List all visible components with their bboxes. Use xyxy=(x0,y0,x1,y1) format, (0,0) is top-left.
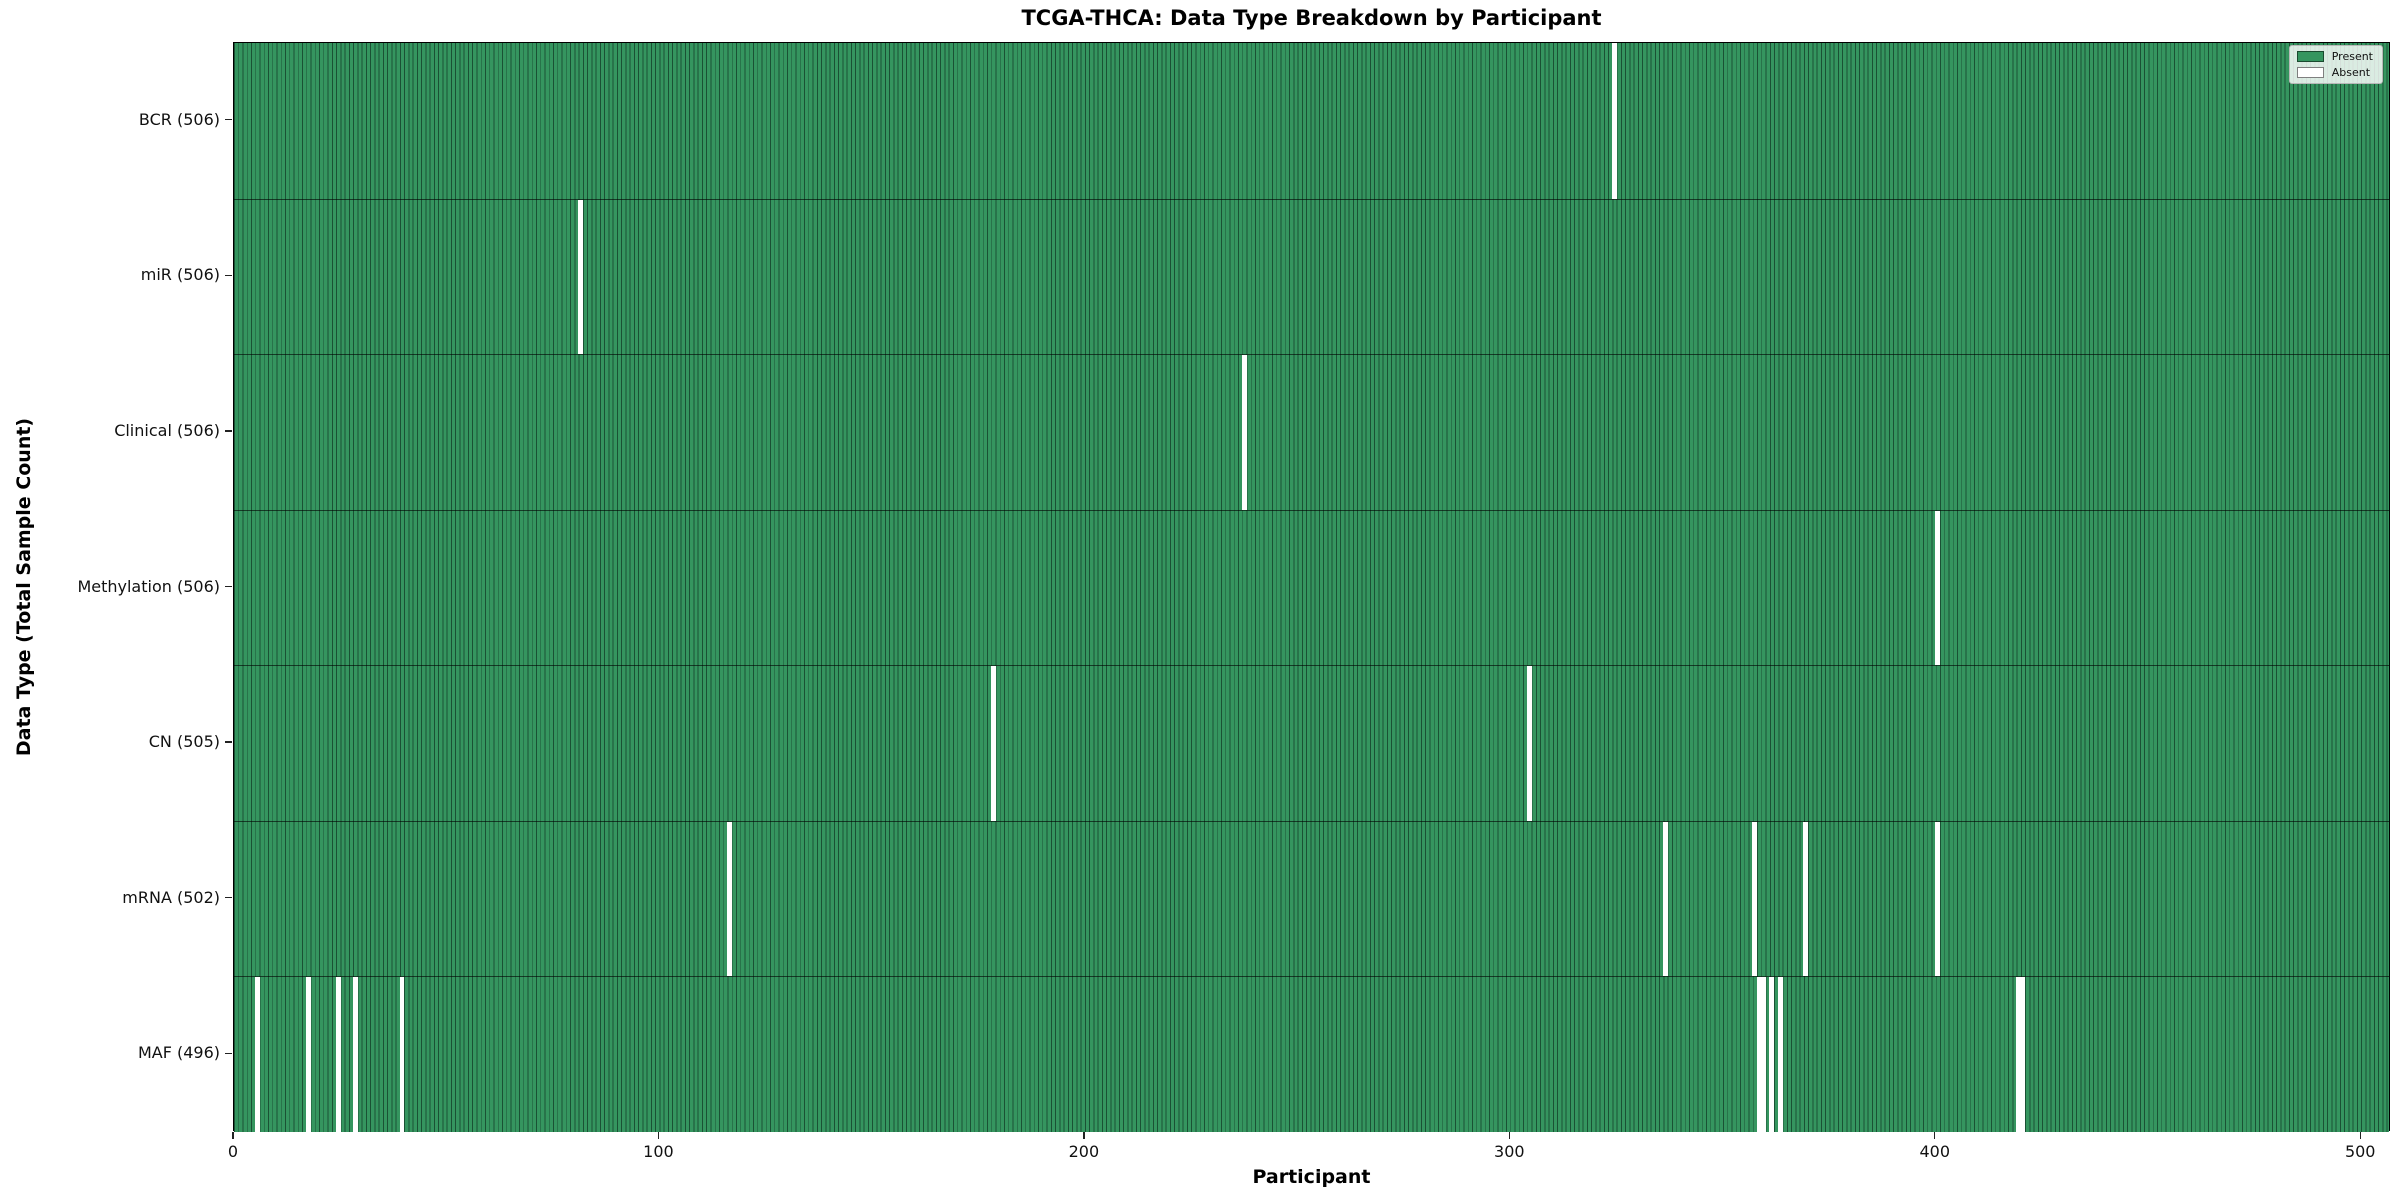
absent-mark-methylation-400 xyxy=(1935,510,1941,666)
y-tick-mark xyxy=(225,430,232,432)
absent-mark-maf-17 xyxy=(305,977,311,1132)
absent-mark-maf-39 xyxy=(399,977,405,1132)
absent-mark-mrna-400 xyxy=(1935,821,1941,977)
y-tick-label-clinical: Clinical (506) xyxy=(114,420,220,440)
y-tick-mark xyxy=(225,585,232,588)
row-mir xyxy=(234,198,2389,355)
x-tick-mark xyxy=(1934,1132,1936,1139)
absent-mark-maf-419 xyxy=(2016,977,2022,1132)
absent-mark-maf-359 xyxy=(1760,977,1766,1132)
absent-mark-mir-81 xyxy=(578,199,584,355)
absent-mark-maf-5 xyxy=(254,977,260,1132)
chart-title: TCGA-THCA: Data Type Breakdown by Partic… xyxy=(1021,6,1602,30)
legend-entry-present: Present xyxy=(2296,50,2373,63)
y-tick-label-mir: miR (506) xyxy=(140,265,220,285)
y-tick-mark xyxy=(225,741,232,743)
row-bcr xyxy=(234,43,2389,199)
absent-mark-clinical-237 xyxy=(1241,355,1247,510)
absent-mark-maf-358 xyxy=(1756,977,1762,1132)
y-axis-label: Data Type (Total Sample Count) xyxy=(13,417,35,757)
x-tick-mark xyxy=(657,1132,660,1139)
y-tick-label-maf: MAF (496) xyxy=(137,1043,220,1063)
x-tick-label-400: 400 xyxy=(1919,1142,1951,1161)
row-mrna xyxy=(234,820,2389,977)
x-tick-label-200: 200 xyxy=(1068,1142,1100,1161)
x-tick-label-0: 0 xyxy=(227,1142,239,1161)
legend-present-swatch xyxy=(2296,51,2324,62)
x-tick-label-300: 300 xyxy=(1494,1142,1525,1161)
x-axis-label: Participant xyxy=(1252,1166,1371,1188)
plot-area: Present Absent xyxy=(233,42,2390,1132)
row-methylation xyxy=(234,509,2389,666)
row-cn xyxy=(234,665,2389,821)
row-maf xyxy=(234,976,2389,1132)
y-tick-mark xyxy=(225,274,232,277)
x-tick-mark xyxy=(232,1132,234,1139)
x-tick-mark xyxy=(1083,1132,1085,1139)
y-tick-mark xyxy=(225,119,232,121)
absent-mark-mrna-336 xyxy=(1663,821,1668,977)
y-tick-label-mrna: mRNA (502) xyxy=(122,887,220,907)
x-tick-label-500: 500 xyxy=(2344,1142,2376,1161)
y-tick-mark xyxy=(225,1052,232,1054)
absent-mark-bcr-324 xyxy=(1612,43,1617,199)
absent-mark-maf-24 xyxy=(335,977,341,1132)
x-tick-label-100: 100 xyxy=(643,1142,674,1161)
legend-absent-swatch xyxy=(2296,67,2324,78)
absent-mark-cn-178 xyxy=(990,666,996,821)
row-clinical xyxy=(234,354,2389,510)
y-tick-label-bcr: BCR (506) xyxy=(138,109,220,129)
legend-present-label: Present xyxy=(2331,50,2373,63)
y-tick-mark xyxy=(225,897,232,899)
x-tick-mark xyxy=(2359,1132,2361,1139)
absent-mark-maf-363 xyxy=(1777,977,1783,1132)
legend-entry-absent: Absent xyxy=(2296,66,2373,79)
absent-mark-mrna-357 xyxy=(1752,821,1758,977)
absent-mark-maf-420 xyxy=(2020,977,2026,1132)
absent-mark-maf-361 xyxy=(1769,977,1775,1132)
absent-mark-mrna-369 xyxy=(1803,821,1809,977)
absent-mark-maf-28 xyxy=(352,977,358,1132)
y-tick-label-cn: CN (505) xyxy=(148,732,220,752)
absent-mark-cn-304 xyxy=(1526,666,1532,821)
x-tick-mark xyxy=(1508,1132,1510,1139)
legend: Present Absent xyxy=(2288,45,2383,84)
legend-absent-label: Absent xyxy=(2331,66,2371,79)
absent-mark-mrna-116 xyxy=(727,821,732,977)
y-tick-label-methylation: Methylation (506) xyxy=(77,576,220,596)
